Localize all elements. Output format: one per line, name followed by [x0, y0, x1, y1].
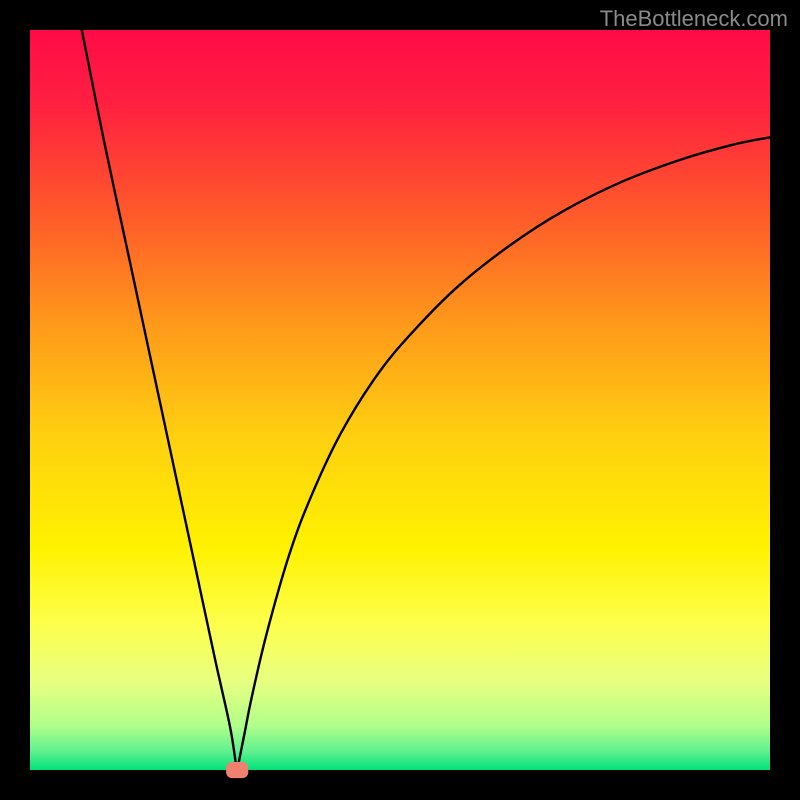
chart-svg: [0, 0, 800, 800]
chart-root: TheBottleneck.com: [0, 0, 800, 800]
plot-background-gradient: [30, 30, 770, 770]
watermark-text: TheBottleneck.com: [600, 6, 788, 32]
optimal-point-marker: [226, 762, 248, 778]
